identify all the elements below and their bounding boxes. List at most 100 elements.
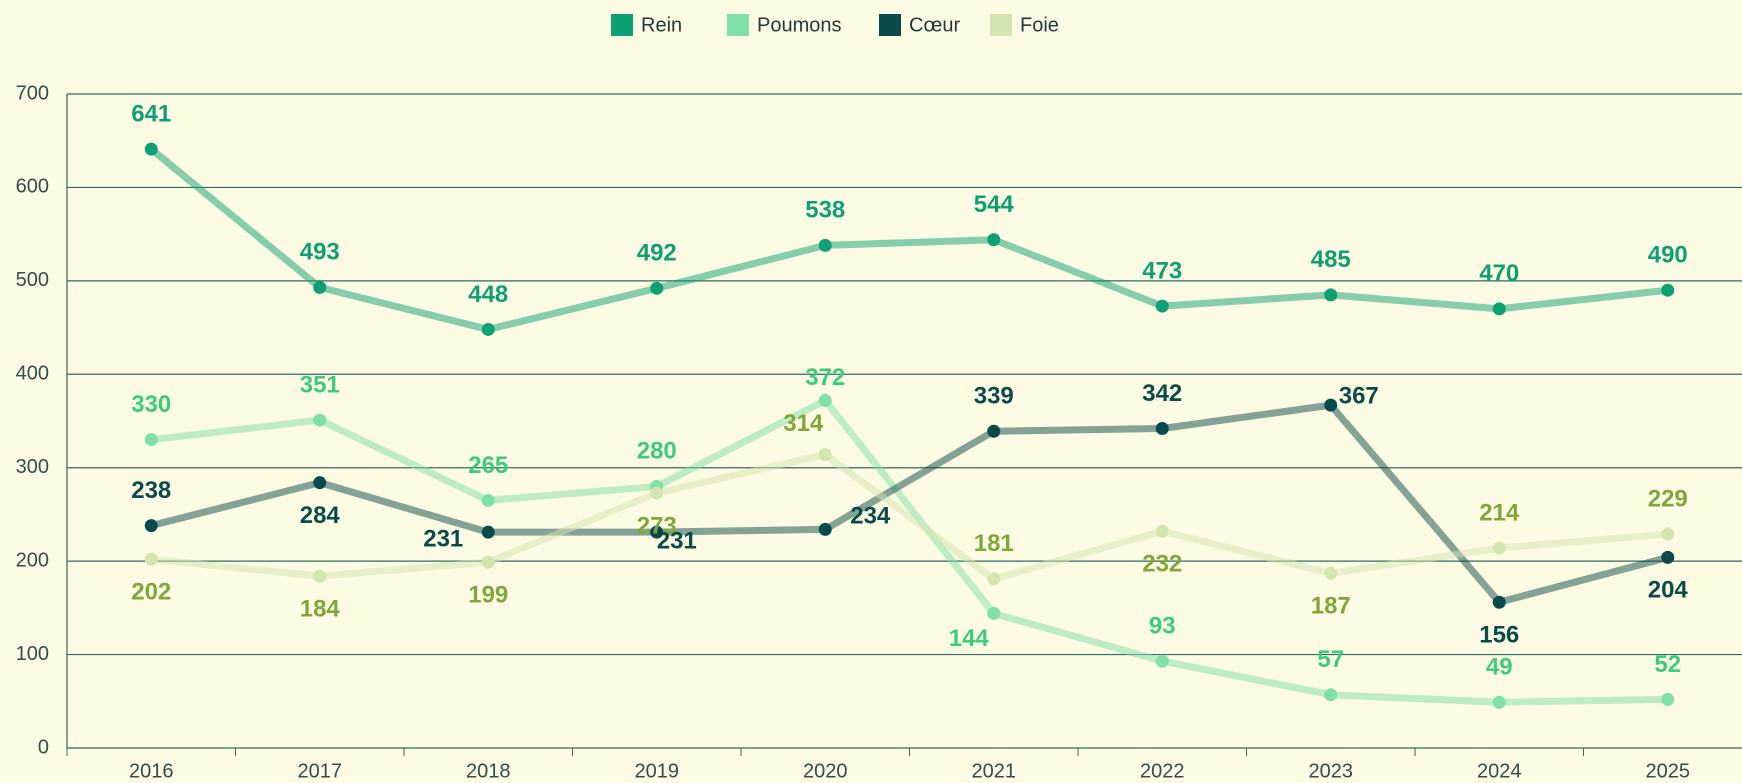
data-label: 493 xyxy=(300,239,340,266)
data-label: 232 xyxy=(1142,551,1182,578)
y-tick-label: 600 xyxy=(16,176,49,198)
legend-label: Poumons xyxy=(757,14,842,36)
data-label: 280 xyxy=(637,438,677,465)
marker xyxy=(650,486,664,500)
x-tick-label: 2017 xyxy=(298,760,343,782)
series: 330 351 265 280 372 144 93 57 49 52 xyxy=(131,364,1681,709)
marker xyxy=(144,142,158,156)
marker xyxy=(144,433,158,447)
marker xyxy=(1661,550,1675,564)
marker xyxy=(987,606,1001,620)
data-label: 204 xyxy=(1648,577,1689,604)
legend-swatch xyxy=(990,14,1012,36)
legend-label: Rein xyxy=(641,14,682,36)
marker xyxy=(313,569,327,583)
data-label: 367 xyxy=(1339,382,1379,409)
data-label: 231 xyxy=(423,526,463,553)
marker xyxy=(1324,566,1338,580)
marker xyxy=(1155,299,1169,313)
marker xyxy=(987,233,1001,247)
data-label: 202 xyxy=(131,579,171,606)
marker xyxy=(1155,654,1169,668)
data-label: 49 xyxy=(1486,654,1513,681)
legend-label: Cœur xyxy=(909,14,960,36)
data-label: 214 xyxy=(1479,499,1520,526)
data-label: 314 xyxy=(783,410,824,437)
marker xyxy=(1492,541,1506,555)
series: 202 184 199 273 314 181 232 187 214 229 xyxy=(131,410,1688,622)
y-tick-label: 0 xyxy=(38,736,49,758)
x-tick-label: 2019 xyxy=(635,760,680,782)
y-tick-label: 100 xyxy=(16,643,49,665)
x-tick-label: 2022 xyxy=(1140,760,1185,782)
data-label: 156 xyxy=(1479,622,1519,649)
marker xyxy=(1492,595,1506,609)
data-label: 229 xyxy=(1648,485,1688,512)
data-label: 93 xyxy=(1149,612,1176,639)
data-label: 538 xyxy=(805,197,845,224)
marker xyxy=(818,522,832,536)
x-tick-label: 2016 xyxy=(129,760,174,782)
data-label: 473 xyxy=(1142,257,1182,284)
marker xyxy=(818,393,832,407)
marker xyxy=(144,552,158,566)
data-label: 238 xyxy=(131,477,171,504)
data-label: 184 xyxy=(300,595,341,622)
data-label: 372 xyxy=(805,364,845,391)
line xyxy=(150,401,1669,606)
data-label: 485 xyxy=(1311,246,1351,273)
data-label: 448 xyxy=(468,281,508,308)
marker xyxy=(650,525,664,539)
y-tick-label: 300 xyxy=(16,456,49,478)
x-tick-label: 2021 xyxy=(972,760,1017,782)
marker xyxy=(481,555,495,569)
marker xyxy=(481,525,495,539)
marker xyxy=(1492,302,1506,316)
x-tick-label: 2018 xyxy=(466,760,511,782)
x-tick-label: 2024 xyxy=(1477,760,1522,782)
marker xyxy=(144,519,158,533)
x-tick-label: 2025 xyxy=(1646,760,1691,782)
data-label: 57 xyxy=(1317,646,1344,673)
y-tick-label: 500 xyxy=(16,269,49,291)
marker xyxy=(1155,421,1169,435)
data-label: 470 xyxy=(1479,260,1519,287)
data-label: 273 xyxy=(637,512,677,539)
marker xyxy=(1155,524,1169,538)
legend-swatch xyxy=(879,14,901,36)
y-tick-label: 400 xyxy=(16,363,49,385)
x-tick-label: 2023 xyxy=(1309,760,1354,782)
data-label: 52 xyxy=(1654,651,1681,678)
marker xyxy=(1661,692,1675,706)
marker xyxy=(1492,695,1506,709)
data-label: 351 xyxy=(300,371,340,398)
data-label: 492 xyxy=(637,240,677,267)
marker xyxy=(818,238,832,252)
data-label: 330 xyxy=(131,391,171,418)
marker xyxy=(481,322,495,336)
legend-label: Foie xyxy=(1020,14,1059,36)
marker xyxy=(987,572,1001,586)
marker xyxy=(1661,527,1675,541)
line xyxy=(150,451,1669,583)
data-label: 284 xyxy=(300,502,341,529)
line xyxy=(150,396,1668,706)
marker xyxy=(818,448,832,462)
series: 238 284 231 231 234 339 342 367 156 204 xyxy=(131,380,1688,649)
y-tick-label: 700 xyxy=(16,82,49,104)
marker xyxy=(313,476,327,490)
data-label: 187 xyxy=(1311,593,1351,620)
data-label: 144 xyxy=(949,625,990,652)
data-label: 490 xyxy=(1648,242,1688,269)
data-label: 234 xyxy=(850,503,891,530)
data-label: 544 xyxy=(974,191,1015,218)
marker xyxy=(1661,283,1675,297)
data-label: 231 xyxy=(657,528,697,555)
marker xyxy=(313,413,327,427)
data-label: 641 xyxy=(131,100,171,127)
marker xyxy=(481,493,495,507)
data-label: 199 xyxy=(468,581,508,608)
data-label: 339 xyxy=(974,383,1014,410)
